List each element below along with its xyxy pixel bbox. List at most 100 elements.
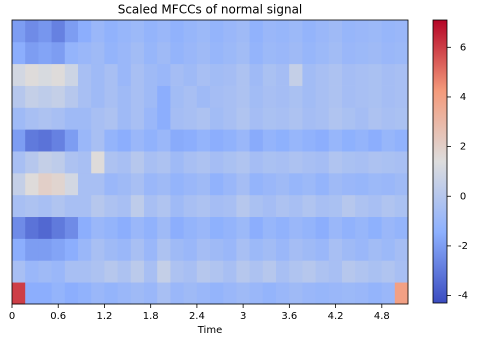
heatmap-cell bbox=[25, 41, 39, 65]
heatmap-cell bbox=[78, 63, 92, 86]
heatmap-cell bbox=[262, 63, 277, 86]
heatmap-cell bbox=[104, 238, 118, 261]
plot-frame bbox=[11, 19, 409, 305]
x-axis-label: Time bbox=[197, 325, 222, 336]
heatmap-cell bbox=[355, 216, 369, 239]
heatmap-cell bbox=[12, 41, 26, 65]
heatmap-cell bbox=[64, 151, 79, 174]
heatmap-cell bbox=[394, 238, 409, 261]
heatmap-cell bbox=[276, 172, 290, 196]
heatmap-cell bbox=[289, 63, 303, 86]
heatmap-cell bbox=[302, 63, 316, 86]
heatmap-cell bbox=[64, 282, 79, 305]
heatmap-cell bbox=[25, 238, 39, 261]
x-tick-label: 3 bbox=[240, 311, 246, 322]
heatmap-cell bbox=[78, 129, 92, 152]
heatmap-cell bbox=[12, 107, 26, 130]
heatmap-cell bbox=[25, 129, 39, 152]
heatmap-cell bbox=[78, 260, 92, 283]
heatmap-cell bbox=[328, 216, 343, 239]
heatmap-cell bbox=[276, 216, 290, 239]
heatmap-cell bbox=[223, 282, 237, 305]
heatmap-cell bbox=[368, 41, 382, 65]
heatmap-cell bbox=[302, 129, 316, 152]
heatmap-cell bbox=[236, 85, 250, 108]
heatmap-cell bbox=[51, 129, 66, 152]
heatmap-cell bbox=[104, 85, 118, 108]
heatmap-cell bbox=[117, 41, 132, 65]
heatmap-cell bbox=[183, 63, 198, 86]
heatmap-cell bbox=[302, 194, 316, 218]
heatmap-cell bbox=[236, 238, 250, 261]
heatmap-cell bbox=[315, 41, 330, 65]
heatmap-cell bbox=[289, 216, 303, 239]
heatmap-cell bbox=[276, 238, 290, 261]
heatmap-cell bbox=[196, 63, 211, 86]
heatmap-cell bbox=[157, 282, 171, 305]
heatmap-cell bbox=[130, 172, 145, 196]
heatmap-cell bbox=[130, 20, 145, 43]
heatmap-cell bbox=[12, 63, 26, 86]
heatmap-cell bbox=[117, 85, 132, 108]
heatmap-cell bbox=[157, 85, 171, 108]
heatmap-cell bbox=[355, 85, 369, 108]
heatmap-cell bbox=[236, 216, 250, 239]
heatmap-cell bbox=[302, 216, 316, 239]
heatmap-cell bbox=[25, 20, 39, 43]
heatmap-cell bbox=[170, 282, 184, 305]
heatmap-cell bbox=[381, 238, 396, 261]
heatmap-cell bbox=[223, 151, 237, 174]
heatmap-cell bbox=[196, 194, 211, 218]
heatmap-cell bbox=[91, 129, 105, 152]
heatmap-cell bbox=[91, 282, 105, 305]
heatmap-cell bbox=[394, 85, 409, 108]
heatmap-cell bbox=[381, 20, 396, 43]
heatmap-cell bbox=[104, 20, 118, 43]
heatmap-cell bbox=[328, 194, 343, 218]
heatmap-cell bbox=[262, 107, 277, 130]
heatmap-cell bbox=[51, 238, 66, 261]
heatmap-cell bbox=[170, 85, 184, 108]
heatmap-cell bbox=[315, 216, 330, 239]
heatmap-cell bbox=[38, 129, 52, 152]
heatmap-cell bbox=[64, 238, 79, 261]
heatmap-cell bbox=[183, 41, 198, 65]
heatmap-cell bbox=[276, 129, 290, 152]
heatmap-cell bbox=[328, 260, 343, 283]
heatmap-cell bbox=[38, 282, 52, 305]
heatmap-cell bbox=[276, 107, 290, 130]
heatmap-cell bbox=[104, 63, 118, 86]
heatmap-cell bbox=[12, 260, 26, 283]
heatmap-cell bbox=[236, 129, 250, 152]
heatmap-cell bbox=[276, 63, 290, 86]
heatmap-cell bbox=[12, 172, 26, 196]
heatmap-cell bbox=[130, 129, 145, 152]
heatmap-cell bbox=[210, 282, 224, 305]
heatmap-cell bbox=[78, 151, 92, 174]
heatmap-cell bbox=[91, 151, 105, 174]
heatmap-cell bbox=[249, 41, 264, 65]
heatmap-cell bbox=[355, 260, 369, 283]
x-tick-label: 4.2 bbox=[328, 311, 344, 322]
heatmap-cell bbox=[289, 129, 303, 152]
heatmap-cell bbox=[12, 129, 26, 152]
heatmap-cell bbox=[381, 85, 396, 108]
heatmap-cell bbox=[38, 194, 52, 218]
heatmap-cell bbox=[236, 172, 250, 196]
heatmap-cell bbox=[249, 194, 264, 218]
heatmap-cell bbox=[355, 194, 369, 218]
heatmap-cell bbox=[249, 85, 264, 108]
heatmap-cell bbox=[289, 282, 303, 305]
heatmap-cell bbox=[104, 172, 118, 196]
heatmap-cell bbox=[302, 20, 316, 43]
heatmap-cell bbox=[328, 151, 343, 174]
heatmap-cell bbox=[25, 63, 39, 86]
heatmap-cell bbox=[223, 20, 237, 43]
heatmap-cell bbox=[302, 238, 316, 261]
heatmap-cell bbox=[157, 216, 171, 239]
heatmap-cell bbox=[130, 282, 145, 305]
heatmap-cell bbox=[38, 20, 52, 43]
heatmap-cell bbox=[38, 63, 52, 86]
heatmap-cell bbox=[328, 238, 343, 261]
heatmap-cell bbox=[381, 107, 396, 130]
